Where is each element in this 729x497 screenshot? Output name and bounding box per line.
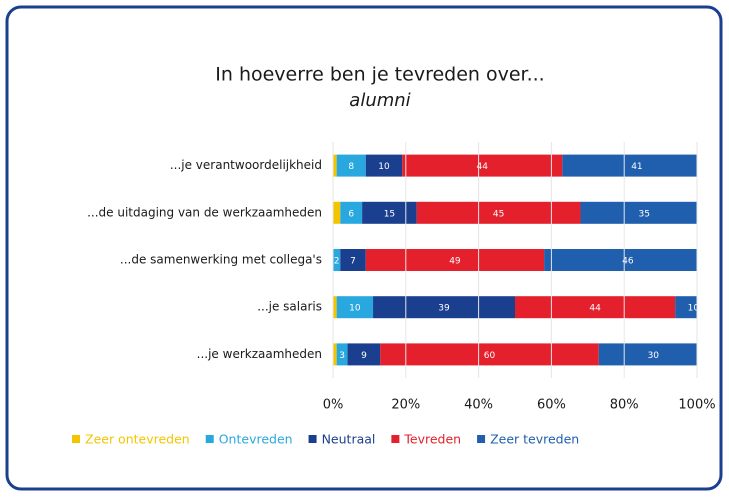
bar-segment (598, 343, 697, 366)
data-label: 9 (361, 351, 367, 361)
data-label: 44 (589, 304, 601, 314)
bar-segment (336, 154, 366, 177)
bar-segment (373, 296, 515, 319)
data-label: 60 (484, 351, 496, 361)
legend-label: Neutraal (322, 432, 376, 447)
y-tick-label: ...je verantwoordelijkheid (170, 158, 322, 172)
data-label: 30 (648, 351, 660, 361)
bar-segment (333, 296, 337, 319)
data-label: 15 (384, 209, 395, 219)
data-label: 45 (493, 209, 504, 219)
data-label: 7 (350, 257, 356, 267)
legend-label: Zeer tevreden (490, 432, 579, 447)
x-tick-label: 0% (323, 398, 344, 413)
legend-label: Zeer ontevreden (85, 432, 190, 447)
data-label: 41 (631, 162, 642, 172)
data-label: 6 (348, 209, 354, 219)
bar-segment (365, 154, 403, 177)
data-label: 44 (477, 162, 489, 172)
chart-subtitle: alumni (349, 90, 410, 111)
chart-title: In hoeverre ben je tevreden over... (215, 64, 544, 86)
bar-segment (333, 154, 337, 177)
data-label: 49 (449, 257, 461, 267)
x-tick-label: 80% (610, 398, 639, 413)
bar-segment (580, 201, 697, 224)
legend-label: Tevreden (403, 432, 461, 447)
bar-segment (402, 154, 563, 177)
data-label: 2 (334, 257, 340, 267)
legend-swatch (477, 435, 486, 443)
bar-segment (365, 249, 545, 271)
bar-segment (544, 249, 697, 271)
bar-segment (380, 343, 599, 366)
bar-segment (362, 201, 417, 224)
legend-swatch (72, 435, 80, 443)
bar-segment (562, 154, 697, 177)
data-label: 35 (638, 209, 649, 219)
y-tick-label: ...je salaris (257, 300, 322, 314)
data-label: 39 (438, 304, 450, 314)
x-tick-label: 100% (678, 398, 715, 413)
bar-segment (333, 249, 341, 271)
bar-segment (340, 201, 363, 224)
data-label: 10 (349, 304, 361, 314)
card (5, 5, 723, 491)
bar-segment (336, 343, 348, 366)
bar-segment (416, 201, 581, 224)
data-label: 8 (348, 162, 354, 172)
y-tick-label: ...je werkzaamheden (197, 347, 322, 361)
legend-swatch (205, 435, 214, 443)
bar-segment (336, 296, 374, 319)
x-tick-label: 60% (537, 398, 566, 413)
data-label: 3 (339, 351, 345, 361)
x-tick-label: 40% (464, 398, 493, 413)
bar-segment (515, 296, 676, 319)
bar-segment (347, 343, 381, 366)
legend-swatch (391, 435, 400, 443)
y-tick-label: ...de uitdaging van de werkzaamheden (87, 205, 322, 219)
y-tick-label: ...de samenwerking met collega's (120, 253, 322, 267)
bar-segment (333, 343, 337, 366)
bar-segment (340, 249, 366, 271)
bar-segment (333, 201, 341, 224)
legend-swatch (308, 435, 317, 443)
legend-label: Ontevreden (219, 432, 293, 447)
bar-segment (675, 296, 697, 319)
data-label: 10 (378, 162, 390, 172)
data-label: 10 (688, 304, 700, 314)
x-tick-label: 20% (391, 398, 420, 413)
data-label: 46 (622, 257, 634, 267)
